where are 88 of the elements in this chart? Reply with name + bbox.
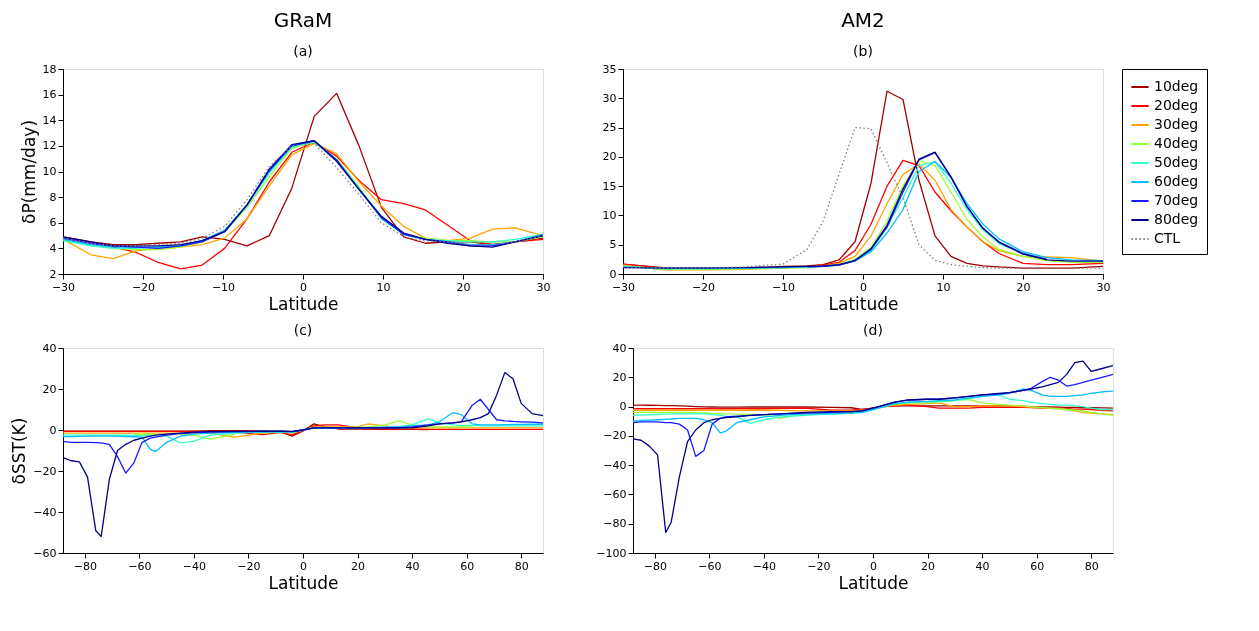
x-axis-title: Latitude xyxy=(838,572,909,593)
y-tick-label: 20 xyxy=(42,382,57,396)
x-tick-label: 60 xyxy=(1030,559,1045,573)
legend-label: CTL xyxy=(1154,230,1181,246)
y-tick-label: 15 xyxy=(602,179,617,193)
x-tick-label: −20 xyxy=(691,280,716,294)
y-tick-label: 16 xyxy=(42,88,57,102)
x-tick-label: 40 xyxy=(975,559,990,573)
legend-label: 50deg xyxy=(1154,154,1199,170)
y-tick-label: −20 xyxy=(603,429,627,443)
x-axis-title: Latitude xyxy=(828,293,899,314)
y-axis-title: δP(mm/day) xyxy=(18,119,39,225)
y-tick-label: −60 xyxy=(603,487,627,501)
x-tick-label: −10 xyxy=(211,280,236,294)
x-tick-label: −20 xyxy=(807,559,831,573)
x-tick-label: 20 xyxy=(921,559,936,573)
y-tick-label: 40 xyxy=(612,341,627,355)
y-tick-label: 20 xyxy=(612,370,627,384)
y-tick-label: −40 xyxy=(603,458,627,472)
x-tick-label: 20 xyxy=(456,280,471,294)
y-tick-label: 0 xyxy=(49,423,57,437)
legend-label: 20deg xyxy=(1154,97,1199,113)
y-tick-label: 5 xyxy=(609,238,617,252)
line-series xyxy=(62,371,544,538)
chart-title: (d) xyxy=(863,322,883,338)
y-tick-label: −40 xyxy=(33,505,57,519)
y-tick-label: 25 xyxy=(602,121,617,135)
y-tick-label: −20 xyxy=(33,464,57,478)
chart-title: AM2 xyxy=(841,8,885,32)
y-tick-label: 12 xyxy=(42,139,57,153)
x-axis-title: Latitude xyxy=(268,293,339,314)
x-tick-label: 20 xyxy=(1016,280,1031,294)
line-series xyxy=(632,360,1114,534)
y-tick-label: 0 xyxy=(609,267,617,281)
x-tick-label: 20 xyxy=(351,559,366,573)
x-axis-title: Latitude xyxy=(268,572,339,593)
chart-subtitle: (b) xyxy=(853,43,873,59)
x-tick-label: 0 xyxy=(300,280,307,294)
legend-label: 70deg xyxy=(1154,192,1199,208)
y-tick-label: 20 xyxy=(602,150,617,164)
y-tick-label: 10 xyxy=(42,165,57,178)
y-tick-label: 2 xyxy=(49,267,57,281)
x-tick-label: −30 xyxy=(51,280,76,294)
x-tick-label: −80 xyxy=(643,559,667,573)
x-tick-label: −20 xyxy=(237,559,261,573)
legend-label: 40deg xyxy=(1154,135,1199,151)
x-tick-label: 10 xyxy=(936,280,951,294)
legend-label: 60deg xyxy=(1154,173,1199,189)
y-tick-label: 35 xyxy=(602,62,617,76)
chart-title: GRaM xyxy=(273,8,333,32)
x-tick-label: 0 xyxy=(870,559,877,573)
x-tick-label: 10 xyxy=(376,280,391,294)
y-tick-label: −100 xyxy=(596,546,627,560)
y-tick-label: 4 xyxy=(49,241,57,255)
y-tick-label: 0 xyxy=(619,400,627,414)
legend-label: 80deg xyxy=(1154,211,1199,227)
y-tick-label: −60 xyxy=(33,546,57,560)
x-tick-label: −40 xyxy=(752,559,777,573)
x-tick-label: −20 xyxy=(131,280,156,294)
line-series xyxy=(632,388,1114,434)
x-tick-label: 80 xyxy=(514,559,529,573)
y-tick-label: 30 xyxy=(602,91,617,105)
line-series xyxy=(622,126,1104,269)
legend-label: 30deg xyxy=(1154,116,1199,132)
x-tick-label: 60 xyxy=(460,559,475,573)
x-tick-label: −80 xyxy=(73,559,97,573)
x-tick-label: −60 xyxy=(128,559,152,573)
x-tick-label: −30 xyxy=(611,280,636,294)
legend-label: 10deg xyxy=(1154,78,1199,94)
x-tick-label: −40 xyxy=(182,559,207,573)
y-tick-label: 40 xyxy=(42,341,57,355)
x-tick-label: 30 xyxy=(1096,280,1111,294)
chart-title: (c) xyxy=(293,322,313,338)
y-tick-label: 6 xyxy=(49,216,57,230)
x-tick-label: −60 xyxy=(698,559,722,573)
y-tick-label: −80 xyxy=(603,517,627,531)
x-tick-label: 80 xyxy=(1084,559,1099,573)
x-tick-label: 30 xyxy=(536,280,551,294)
x-tick-label: 0 xyxy=(300,559,307,573)
x-tick-label: 0 xyxy=(860,280,867,294)
y-tick-label: 8 xyxy=(49,190,57,204)
y-tick-label: 14 xyxy=(42,113,57,127)
y-tick-label: 18 xyxy=(42,62,57,76)
y-axis-title: δSST(K) xyxy=(9,417,30,485)
y-tick-label: 10 xyxy=(602,208,617,222)
x-tick-label: 40 xyxy=(405,559,420,573)
chart-subtitle: (a) xyxy=(293,43,313,59)
x-tick-label: −10 xyxy=(771,280,796,294)
